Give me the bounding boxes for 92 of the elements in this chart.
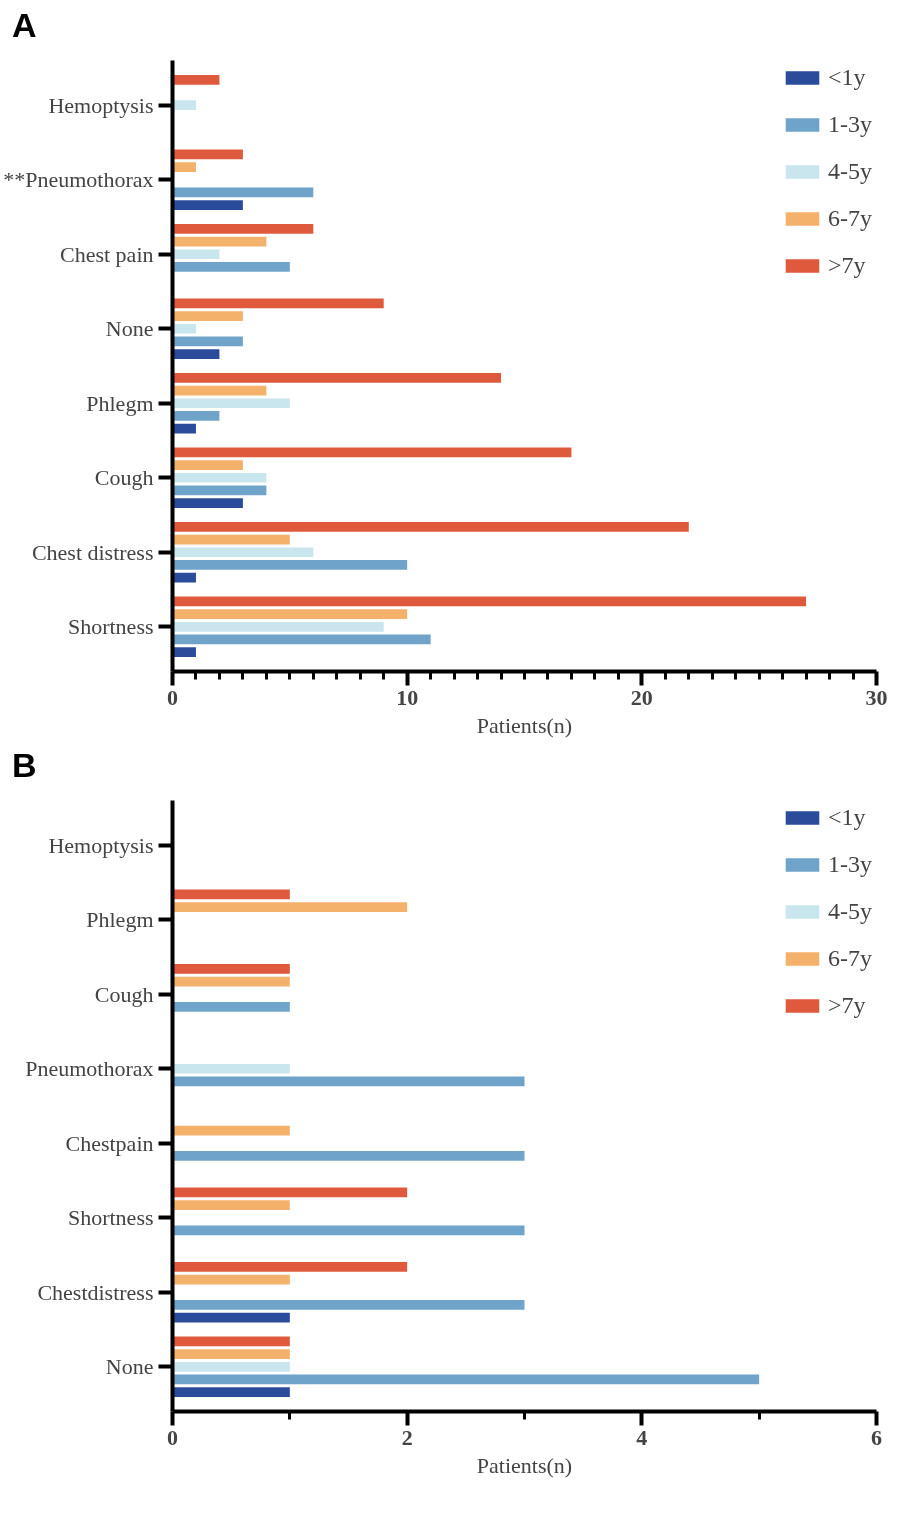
bar (172, 1076, 525, 1087)
bar (172, 75, 220, 85)
legend-label: <1y (828, 804, 866, 831)
y-tick-label: Cough (94, 981, 154, 1007)
bar (172, 1300, 525, 1310)
bar (172, 1336, 290, 1347)
bar (172, 964, 290, 974)
x-tick-label: 4 (636, 1424, 648, 1450)
bar (172, 460, 243, 470)
bar (172, 1002, 290, 1012)
y-tick-label: Chest pain (60, 241, 154, 267)
bar (172, 621, 384, 632)
x-tick-label: 20 (630, 684, 653, 710)
y-tick-label: Pneumothorax (25, 1056, 154, 1082)
y-tick-label: Chest distress (31, 539, 154, 565)
bar (172, 485, 267, 496)
bar (172, 1312, 290, 1323)
bar (172, 1225, 525, 1236)
bar (172, 902, 408, 912)
bar (172, 472, 267, 483)
bar (172, 1187, 408, 1198)
bar (172, 200, 243, 210)
bar (172, 349, 220, 359)
bar (172, 534, 290, 545)
y-tick-label: Phlegm (86, 390, 154, 416)
bar (172, 149, 243, 160)
bar (172, 647, 196, 657)
bar (172, 1262, 408, 1272)
x-tick-label: 0 (167, 1424, 178, 1450)
bar (172, 522, 689, 532)
y-tick-label: Shortness (67, 1205, 154, 1231)
x-tick-label: 2 (401, 1424, 413, 1450)
x-axis-title: Patients(n) (476, 1452, 573, 1478)
x-tick-label: 30 (865, 684, 888, 710)
legend-label: >7y (828, 252, 866, 279)
legend-label: 6-7y (828, 205, 872, 232)
bar (172, 336, 243, 347)
y-tick-label: None (105, 1354, 154, 1380)
bar (172, 976, 290, 987)
bar (172, 398, 290, 409)
y-tick-label: Hemoptysis (48, 92, 154, 118)
bar (172, 1151, 525, 1161)
bar (172, 1274, 290, 1285)
x-axis-title: Patients(n) (476, 712, 573, 738)
bar (172, 262, 290, 272)
bar (172, 1200, 290, 1210)
y-tick-label: None (105, 316, 154, 342)
y-tick-label: Phlegm (86, 907, 154, 933)
x-tick-label: 6 (871, 1424, 882, 1450)
bar (172, 634, 431, 645)
legend-label: <1y (828, 64, 866, 91)
bar (172, 187, 314, 198)
bar (172, 100, 196, 111)
x-tick-label: 0 (167, 684, 178, 710)
bar (172, 385, 267, 396)
legend-label: 1-3y (828, 111, 872, 138)
bar (172, 447, 572, 458)
legend-label: 4-5y (828, 898, 872, 925)
y-tick-label: Chestdistress (37, 1279, 154, 1305)
bar (172, 609, 408, 619)
bar (172, 224, 314, 234)
y-tick-label: Shortness (67, 614, 154, 640)
bar (172, 236, 267, 247)
bar (172, 249, 220, 260)
bar (172, 373, 502, 383)
bar (172, 889, 290, 900)
x-tick-label: 10 (396, 684, 419, 710)
legend-label: 6-7y (828, 945, 872, 972)
bar (172, 1125, 290, 1136)
bar (172, 411, 220, 421)
bar (172, 298, 384, 309)
y-tick-label: Hemoptysis (48, 832, 154, 858)
bar (172, 596, 807, 607)
bar (172, 547, 314, 558)
legend-label: >7y (828, 992, 866, 1019)
bar (172, 1374, 760, 1385)
bar (172, 1349, 290, 1359)
bar (172, 311, 243, 321)
chart-title: B (12, 745, 37, 785)
bar (172, 1387, 290, 1397)
y-tick-label: Cough (94, 465, 154, 491)
y-tick-label: **Pneumothorax (3, 167, 154, 193)
bar (172, 1063, 290, 1074)
bar (172, 498, 243, 508)
y-tick-label: Chestpain (65, 1130, 154, 1156)
bar (172, 162, 196, 172)
bar (172, 323, 196, 334)
bar (172, 1361, 290, 1372)
legend-label: 1-3y (828, 851, 872, 878)
bar (172, 560, 408, 570)
chart-title: A (12, 5, 37, 45)
legend-label: 4-5y (828, 158, 872, 185)
